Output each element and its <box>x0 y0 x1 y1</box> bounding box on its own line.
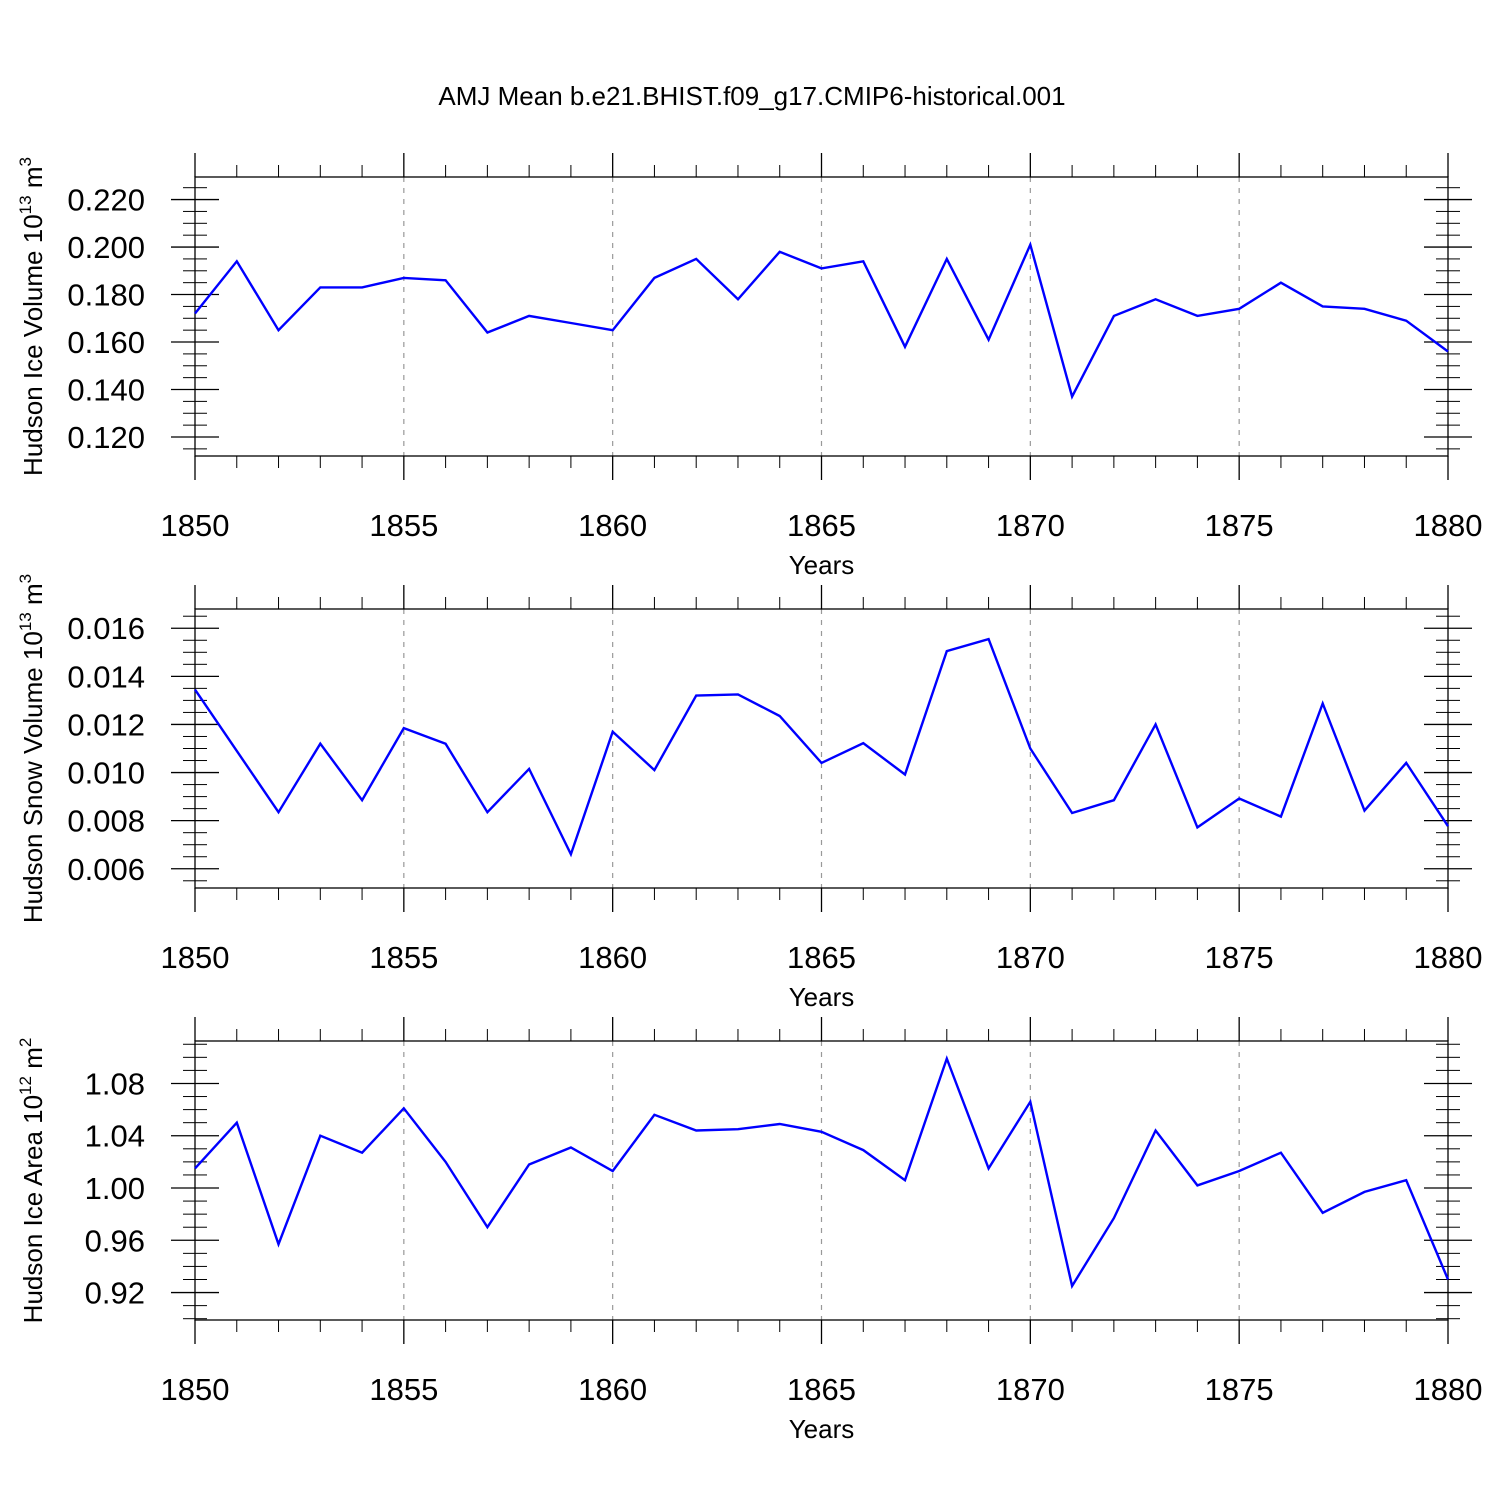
x-tick-label: 1865 <box>787 940 856 975</box>
x-tick-label: 1870 <box>996 940 1065 975</box>
y-axis-title-text: m <box>18 1047 48 1076</box>
y-tick-label: 0.92 <box>85 1276 145 1311</box>
panel-ice-area: 0.92 0.96 1.00 1.04 1.08 1850 1855 1860 1865 1870… <box>16 1017 1482 1444</box>
y-axis-title: Hudson Ice Volume 1013 m3 <box>16 157 48 476</box>
x-tick-label: 1865 <box>787 508 856 543</box>
y-axis-title-exponent: 13 <box>16 195 35 214</box>
y-axis-title-text: m <box>18 583 48 612</box>
x-tick-label: 1850 <box>161 940 230 975</box>
x-tick-label: 1880 <box>1414 1372 1483 1407</box>
x-tick-label: 1860 <box>578 1372 647 1407</box>
y-axis-title-text: m <box>18 167 48 196</box>
y-tick-label: 0.008 <box>67 804 145 839</box>
y-tick-label: 1.08 <box>85 1066 145 1101</box>
y-tick-label: 1.00 <box>85 1171 145 1206</box>
panel-snow-volume: 0.006 0.008 0.010 0.012 0.014 0.016 1850 1855 18… <box>16 574 1482 1012</box>
x-tick-label: 1860 <box>578 940 647 975</box>
x-tick-label: 1870 <box>996 508 1065 543</box>
y-axis-title-text: Hudson Ice Volume 10 <box>18 214 48 476</box>
x-tick-label: 1875 <box>1205 508 1274 543</box>
y-axis-title-exponent: 13 <box>16 612 35 631</box>
y-tick-label: 0.160 <box>67 325 145 360</box>
x-axis-title: Years <box>789 982 855 1012</box>
x-tick-label: 1855 <box>369 940 438 975</box>
series-line-ice-area <box>194 1055 1450 1290</box>
x-tick-label: 1865 <box>787 1372 856 1407</box>
x-tick-label: 1880 <box>1414 508 1483 543</box>
y-tick-label: 0.220 <box>67 183 145 218</box>
y-tick-label: 0.96 <box>85 1223 145 1258</box>
x-tick-label: 1855 <box>369 1372 438 1407</box>
panel-ice-volume: 0.120 0.140 0.160 0.180 0.200 0.220 1850 1855 18… <box>16 153 1482 580</box>
y-tick-label: 0.016 <box>67 611 145 646</box>
x-tick-label: 1880 <box>1414 940 1483 975</box>
y-tick-label: 0.014 <box>67 659 145 694</box>
y-tick-label: 0.010 <box>67 756 145 791</box>
series-line-ice-volume <box>194 241 1449 400</box>
y-tick-label: 0.006 <box>67 852 145 887</box>
y-tick-label: 0.012 <box>67 707 145 742</box>
y-axis-title-text: Hudson Ice Area 10 <box>18 1095 48 1323</box>
x-tick-label: 1855 <box>369 508 438 543</box>
x-tick-label: 1850 <box>161 508 230 543</box>
y-tick-label: 0.120 <box>67 420 145 455</box>
x-tick-label: 1870 <box>996 1372 1065 1407</box>
x-axis-title: Years <box>789 550 855 580</box>
y-tick-label: 0.140 <box>67 373 145 408</box>
y-axis-title-exponent: 2 <box>16 1038 35 1047</box>
chart-title: AMJ Mean b.e21.BHIST.f09_g17.CMIP6-histo… <box>438 81 1065 111</box>
x-axis-title: Years <box>789 1414 855 1444</box>
y-tick-label: 0.180 <box>67 278 145 313</box>
x-tick-label: 1875 <box>1205 940 1274 975</box>
x-tick-label: 1850 <box>161 1372 230 1407</box>
x-tick-label: 1860 <box>578 508 647 543</box>
y-tick-label: 0.200 <box>67 230 145 265</box>
y-axis-title-text: Hudson Snow Volume 10 <box>18 631 48 923</box>
y-axis-title: Hudson Ice Area 1012 m2 <box>16 1038 48 1324</box>
y-axis-title: Hudson Snow Volume 1013 m3 <box>16 574 48 923</box>
y-axis-title-exponent: 12 <box>16 1076 35 1095</box>
series-line-snow-volume <box>194 637 1450 858</box>
panels: 0.120 0.140 0.160 0.180 0.200 0.220 1850 1855 18… <box>16 153 1482 1444</box>
x-tick-label: 1875 <box>1205 1372 1274 1407</box>
y-axis-title-exponent: 3 <box>16 157 35 166</box>
y-axis-title-exponent: 3 <box>16 574 35 583</box>
y-tick-label: 1.04 <box>85 1119 145 1154</box>
